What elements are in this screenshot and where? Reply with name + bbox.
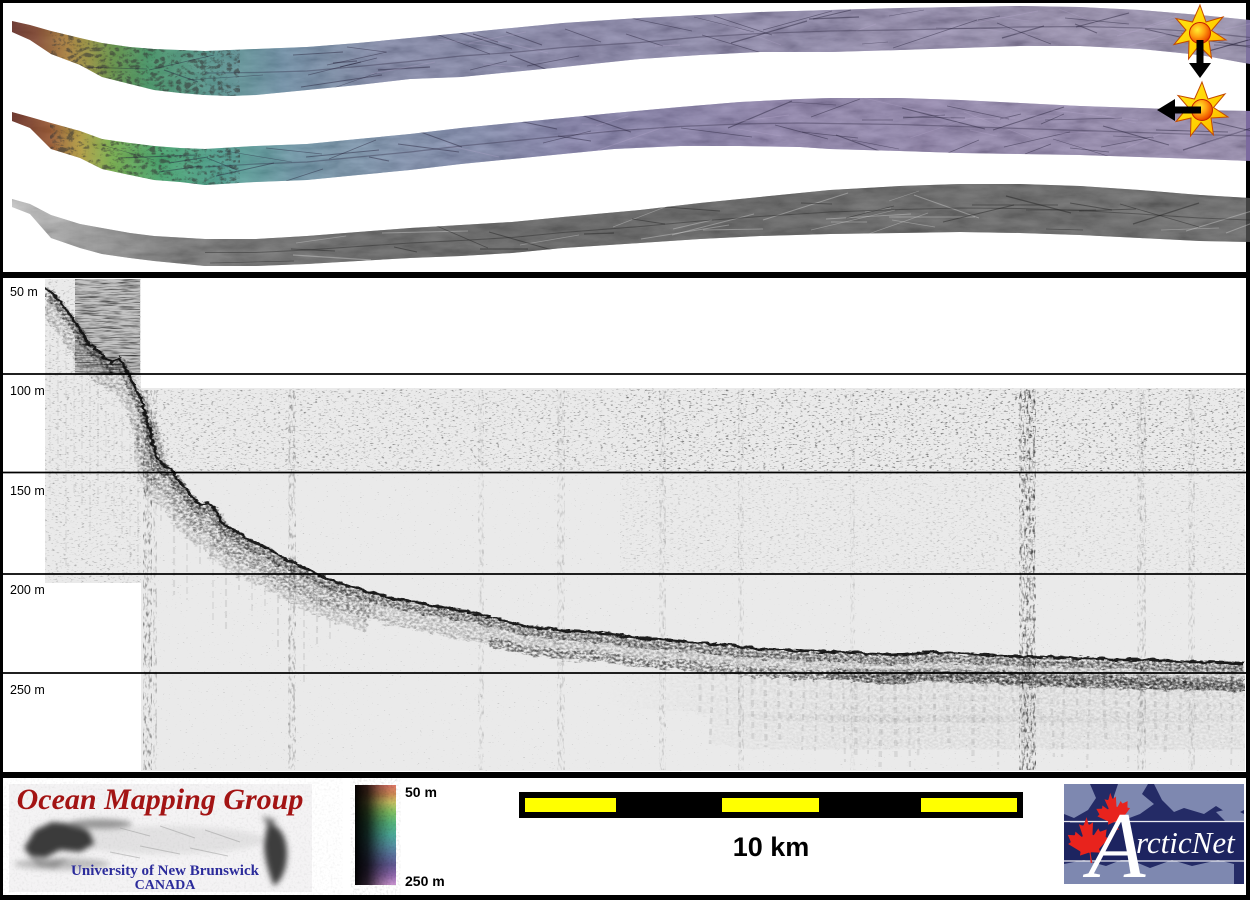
svg-text:200 m: 200 m (10, 583, 45, 597)
svg-text:50 m: 50 m (10, 285, 38, 299)
svg-text:University of New Brunswick: University of New Brunswick (71, 863, 260, 879)
svg-text:50 m: 50 m (405, 784, 437, 800)
svg-text:250 m: 250 m (405, 873, 445, 889)
svg-text:100 m: 100 m (10, 384, 45, 398)
svg-text:A: A (1082, 794, 1146, 898)
svg-text:250 m: 250 m (10, 683, 45, 697)
svg-text:rcticNet: rcticNet (1136, 825, 1236, 860)
svg-text:10 km: 10 km (733, 832, 810, 862)
svg-text:150 m: 150 m (10, 484, 45, 498)
svg-text:Ocean Mapping Group: Ocean Mapping Group (17, 783, 304, 816)
svg-text:CANADA: CANADA (135, 878, 197, 893)
